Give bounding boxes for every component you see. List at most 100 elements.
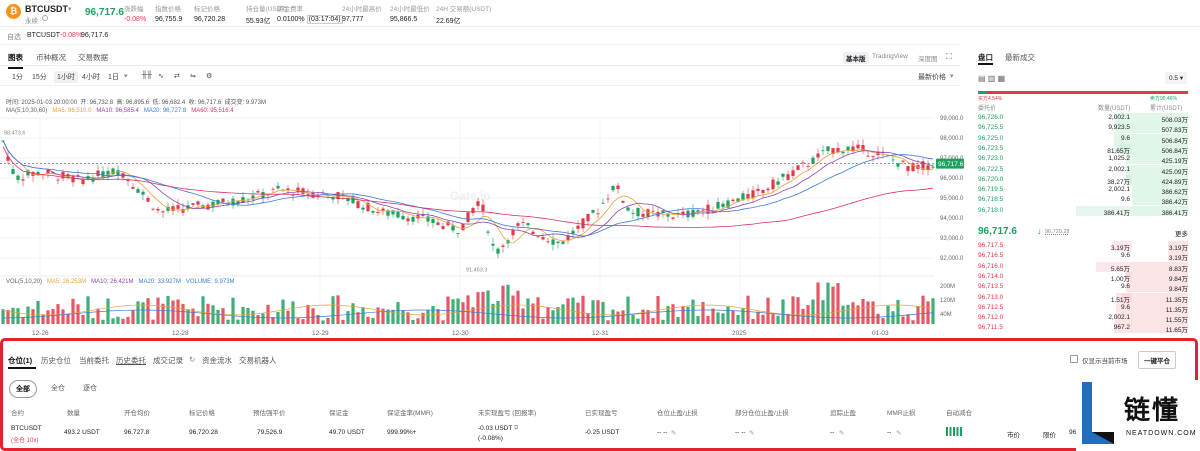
settings-sliders-icon[interactable]: ⇄ xyxy=(174,73,180,80)
ob-price: 96,723.0 xyxy=(978,155,1004,163)
bid-row[interactable]: 96,717.5 3.19万 3.19万 xyxy=(970,241,1188,252)
ob-total: 386.42万 xyxy=(1161,199,1188,207)
candle-body xyxy=(836,148,840,153)
orderbook-layout-icon[interactable]: ▤ ▥ ▦ xyxy=(978,74,1006,83)
tab-orderbook[interactable]: 盘口 xyxy=(978,53,993,62)
market-close-button[interactable]: 市价 xyxy=(1007,432,1020,439)
bid-row[interactable]: 96,712.0 2,002.1 11.55万 xyxy=(970,313,1188,324)
volume-bar xyxy=(791,296,795,324)
ask-row[interactable]: 96,725.5 9,923.5 507.83万 xyxy=(970,123,1188,134)
chevron-down-icon[interactable]: ▾ xyxy=(124,73,128,80)
more-link[interactable]: 更多 xyxy=(1175,231,1188,238)
tab-trading-bots[interactable]: 交易机器人 xyxy=(239,356,277,365)
volume-bar xyxy=(111,318,115,324)
depth-bar xyxy=(1167,251,1188,262)
arrow-down-icon: ↓ xyxy=(1037,226,1042,236)
bid-row[interactable]: 96,711.5 967.2 11.65万 xyxy=(970,323,1188,334)
interval-15m[interactable]: 15分 xyxy=(32,74,47,81)
candle-body xyxy=(636,207,640,217)
view-basic[interactable]: 基本版 xyxy=(843,52,869,64)
share-icon[interactable]: ⧉ xyxy=(514,425,519,431)
candle-body xyxy=(766,188,770,191)
close-all-button[interactable]: 一键平仓 xyxy=(1138,351,1176,369)
favorites-label[interactable]: 自选 xyxy=(7,34,21,41)
candlestick-chart[interactable]: 时间: 2025-01-03 20:00:00 开: 96,732.8 高: 9… xyxy=(0,88,968,338)
candle-body xyxy=(191,203,195,205)
view-depth[interactable]: 深度图 xyxy=(918,56,938,63)
ask-row[interactable]: 96,723.5 81.65万 506.84万 xyxy=(970,143,1188,155)
candle-body xyxy=(81,178,85,185)
ask-row[interactable]: 96,719.5 2,002.1 386.62万 xyxy=(970,185,1188,196)
interval-1h[interactable]: 1小时 xyxy=(54,71,78,83)
stat-value-text: 0.0100% xyxy=(277,16,305,23)
limit-price-input[interactable]: 967 xyxy=(1069,429,1080,436)
ask-row[interactable]: 96,720.0 38.27万 424.89万 xyxy=(970,174,1188,186)
edit-icon[interactable]: ✎ xyxy=(896,430,902,437)
fav-symbol[interactable]: BTCUSDT xyxy=(27,32,61,39)
depth-bar xyxy=(1114,313,1188,324)
volume-bar xyxy=(606,320,610,324)
candle-body xyxy=(681,211,685,216)
only-current-checkbox[interactable] xyxy=(1070,355,1078,363)
tab-position-history[interactable]: 历史仓位 xyxy=(41,356,71,365)
filter-isolated[interactable]: 逐仓 xyxy=(83,385,97,392)
symbol-title[interactable]: BTCUSDT xyxy=(25,4,68,14)
bid-row[interactable]: 96,713.5 9.6 9.84万 xyxy=(970,282,1188,293)
candle-type-icon[interactable]: ╫╫ xyxy=(142,72,152,79)
limit-close-button[interactable]: 限价 xyxy=(1043,432,1056,439)
precision-select[interactable]: 0.5 ▾ xyxy=(1165,72,1188,84)
interval-4h[interactable]: 4小时 xyxy=(82,74,100,81)
refresh-icon[interactable]: ↻ xyxy=(189,355,196,364)
edit-icon[interactable]: ✎ xyxy=(839,430,845,437)
volume-bar xyxy=(646,309,650,324)
vol-legend: VOL(5,10,20) MA5: 26.253M MA10: 26.421M … xyxy=(6,279,235,285)
ask-row[interactable]: 96,718.0 386.41万 386.41万 xyxy=(970,205,1188,217)
filter-cross[interactable]: 全仓 xyxy=(51,385,65,392)
auto-deleverage-indicator xyxy=(946,427,962,436)
filter-all[interactable]: 全部 xyxy=(9,380,37,398)
ob-total: 425.19万 xyxy=(1161,158,1188,166)
ask-row[interactable]: 96,718.5 9.6 386.42万 xyxy=(970,195,1188,207)
tab-latest-trades[interactable]: 最新成交 xyxy=(1005,53,1035,62)
ask-row[interactable]: 96,726.0 2,002.1 508.03万 xyxy=(970,113,1188,124)
indicator-icon[interactable]: ∿ xyxy=(158,73,164,80)
ask-row[interactable]: 96,722.5 2,002.1 425.09万 xyxy=(970,164,1188,176)
fullscreen-icon[interactable]: ⛶ xyxy=(946,52,952,61)
interval-1m[interactable]: 1分 xyxy=(12,74,23,81)
row-contract[interactable]: BTCUSDT xyxy=(11,425,42,432)
candle-body xyxy=(711,211,715,213)
ask-row[interactable]: 96,723.0 1,025.2 425.19万 xyxy=(970,154,1188,166)
candle-body xyxy=(706,204,710,214)
chevron-down-icon[interactable]: ▾ xyxy=(68,6,72,13)
bid-row[interactable]: 96,716.5 9.6 3.19万 xyxy=(970,251,1188,262)
tab-chart[interactable]: 图表 xyxy=(8,53,23,69)
tab-overview[interactable]: 币种概况 xyxy=(36,53,66,62)
price-tick: 99,000.0 xyxy=(940,116,964,122)
edit-icon[interactable]: ✎ xyxy=(749,430,755,437)
tab-fund-flow[interactable]: 资金流水 xyxy=(202,356,232,365)
bid-row[interactable]: 96,713.0 1.51万 11.35万 xyxy=(970,292,1188,304)
gear-icon[interactable]: ⚙ xyxy=(206,73,213,80)
bid-row[interactable]: 96,714.0 1.00万 9.84万 xyxy=(970,271,1188,283)
volume-bar xyxy=(376,307,380,324)
edit-icon[interactable]: ✎ xyxy=(671,430,677,437)
view-tradingview[interactable]: TradingView xyxy=(872,53,908,60)
chevron-down-icon[interactable]: ▾ xyxy=(950,73,954,80)
ask-row[interactable]: 96,725.0 9.6 506.84万 xyxy=(970,133,1188,145)
interval-1d[interactable]: 1日 xyxy=(108,74,119,81)
bid-row[interactable]: 96,712.5 9.6 11.35万 xyxy=(970,302,1188,314)
candle-body xyxy=(831,148,835,155)
latest-price-select[interactable]: 最新价格 xyxy=(918,74,946,81)
tab-positions[interactable]: 仓位(1) xyxy=(8,356,33,365)
candle-body xyxy=(66,174,70,179)
bid-row[interactable]: 96,716.0 5.65万 8.83万 xyxy=(970,261,1188,273)
candle-body xyxy=(181,209,185,213)
tab-order-history[interactable]: 历史委托 xyxy=(116,356,146,365)
tab-trade-data[interactable]: 交易数据 xyxy=(78,53,108,62)
tab-open-orders[interactable]: 当前委托 xyxy=(79,356,109,365)
ob-price: 96,725.0 xyxy=(978,134,1004,142)
info-icon[interactable] xyxy=(42,15,48,21)
tab-trade-history[interactable]: 成交记录 xyxy=(153,356,183,365)
candle-body xyxy=(296,187,300,193)
drawing-icon[interactable]: ⇋ xyxy=(190,73,196,80)
